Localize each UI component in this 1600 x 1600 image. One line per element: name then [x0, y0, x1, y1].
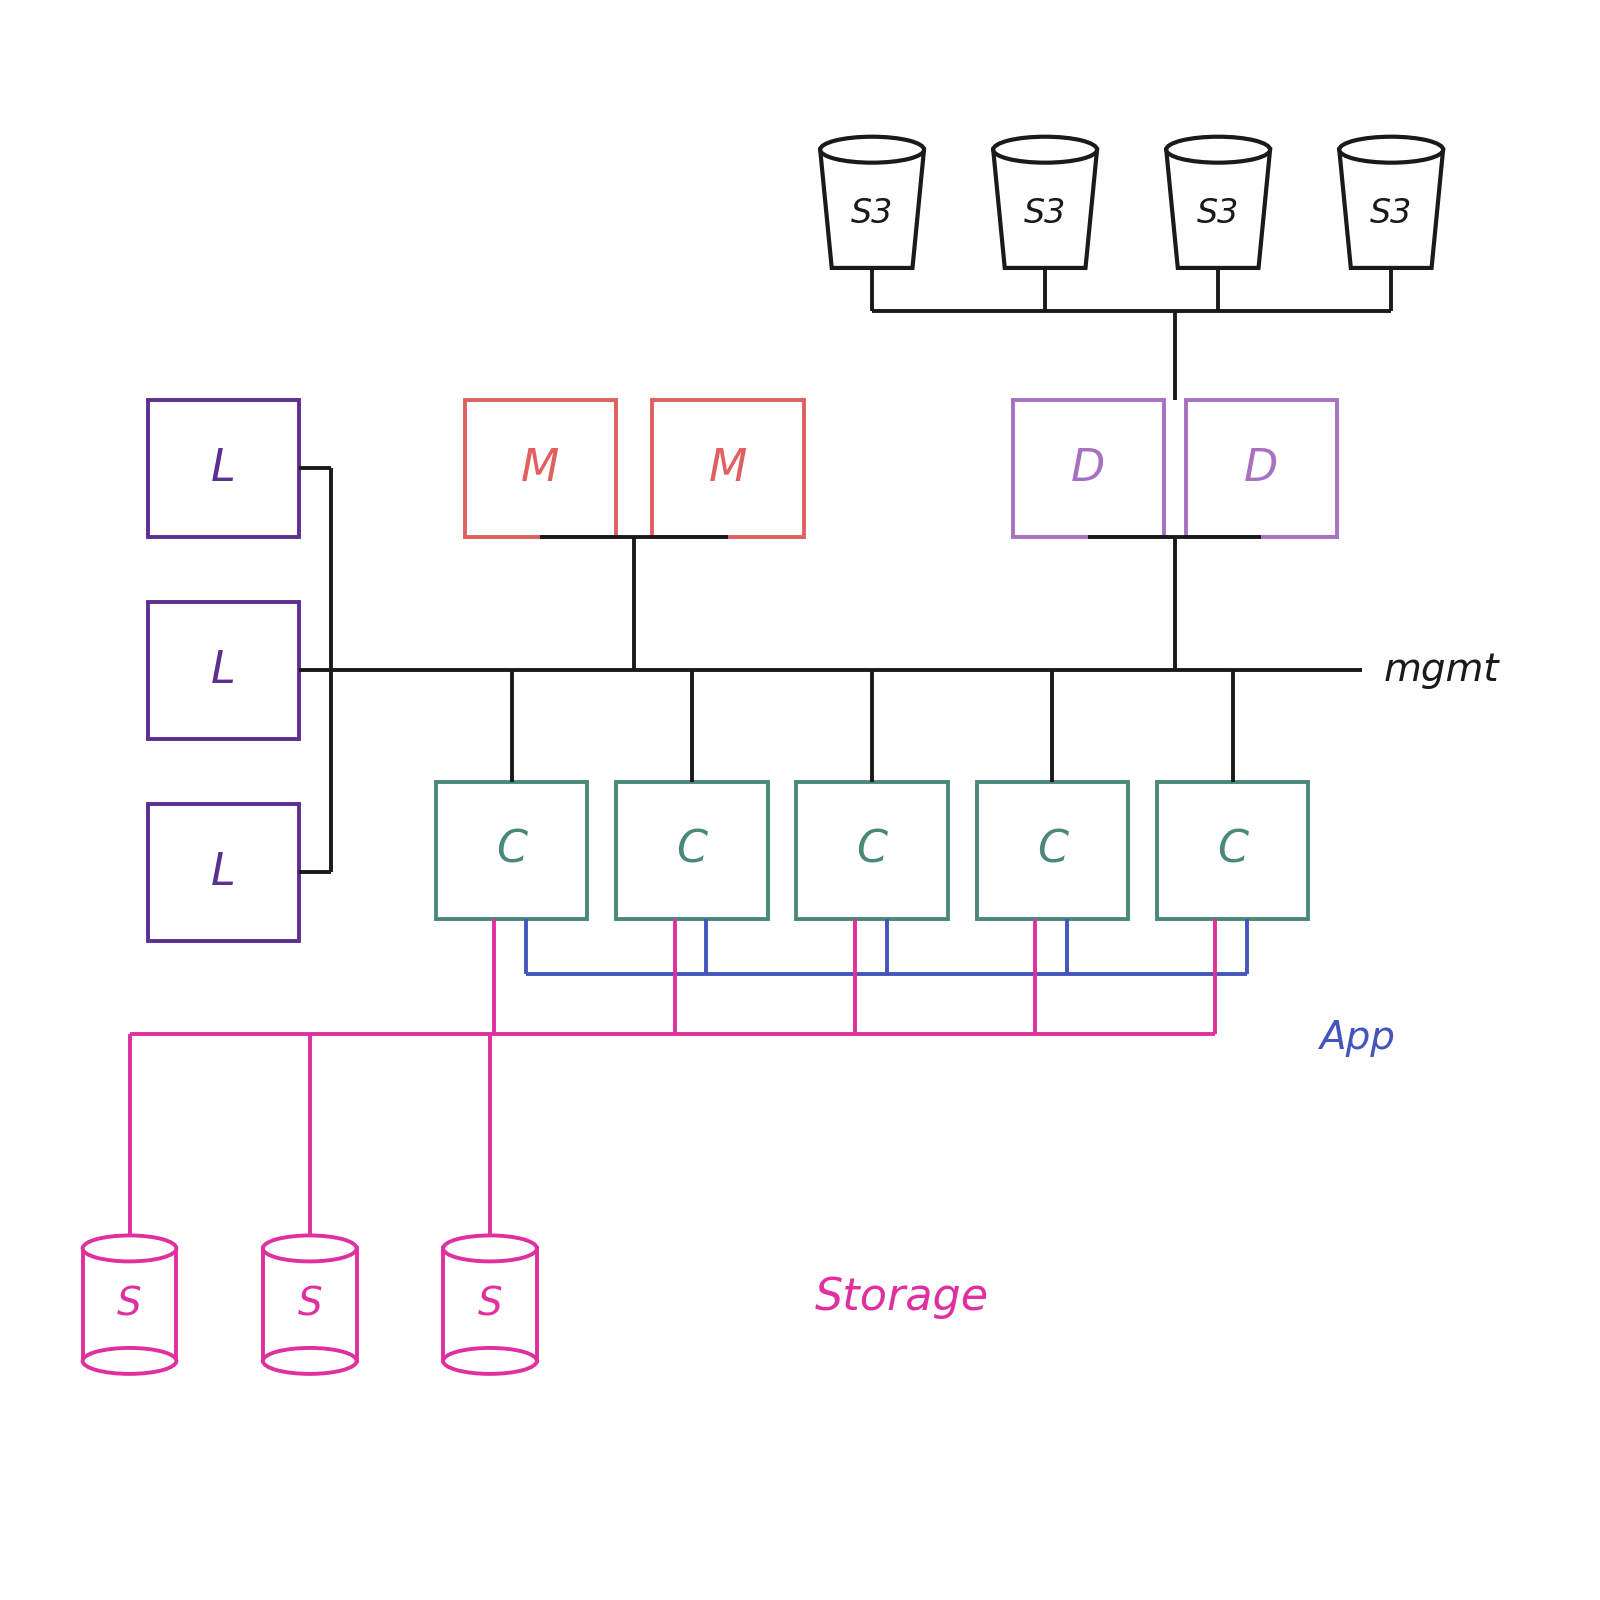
Text: S3: S3 — [1370, 197, 1413, 230]
FancyBboxPatch shape — [464, 400, 616, 538]
Text: mgmt: mgmt — [1384, 651, 1499, 690]
Ellipse shape — [262, 1235, 357, 1261]
Text: L: L — [211, 851, 235, 893]
Ellipse shape — [1339, 136, 1443, 163]
Text: M: M — [709, 446, 747, 490]
Ellipse shape — [262, 1347, 357, 1374]
Text: M: M — [522, 446, 560, 490]
FancyBboxPatch shape — [616, 782, 768, 918]
Text: C: C — [1037, 829, 1067, 872]
FancyBboxPatch shape — [147, 602, 299, 739]
Text: C: C — [856, 829, 888, 872]
FancyBboxPatch shape — [435, 782, 587, 918]
Text: S3: S3 — [1024, 197, 1066, 230]
Ellipse shape — [83, 1235, 176, 1261]
FancyBboxPatch shape — [797, 782, 947, 918]
Text: S3: S3 — [1197, 197, 1240, 230]
Polygon shape — [1339, 150, 1443, 267]
Text: D: D — [1245, 446, 1278, 490]
Text: L: L — [211, 446, 235, 490]
Text: C: C — [496, 829, 526, 872]
Bar — [443, 1248, 538, 1362]
FancyBboxPatch shape — [147, 803, 299, 941]
FancyBboxPatch shape — [1013, 400, 1165, 538]
FancyBboxPatch shape — [147, 400, 299, 538]
Text: L: L — [211, 648, 235, 691]
Polygon shape — [1166, 150, 1270, 267]
Ellipse shape — [821, 136, 925, 163]
Text: S: S — [478, 1286, 502, 1323]
Text: C: C — [1218, 829, 1248, 872]
FancyBboxPatch shape — [1186, 400, 1338, 538]
Ellipse shape — [443, 1347, 538, 1374]
FancyBboxPatch shape — [976, 782, 1128, 918]
Text: App: App — [1318, 1019, 1395, 1058]
FancyBboxPatch shape — [653, 400, 803, 538]
FancyBboxPatch shape — [1157, 782, 1309, 918]
Bar — [262, 1248, 357, 1362]
Text: D: D — [1072, 446, 1106, 490]
Bar — [83, 1248, 176, 1362]
Polygon shape — [994, 150, 1098, 267]
Ellipse shape — [994, 136, 1098, 163]
Polygon shape — [821, 150, 925, 267]
Text: S3: S3 — [851, 197, 893, 230]
Text: S: S — [117, 1286, 142, 1323]
Ellipse shape — [1166, 136, 1270, 163]
Text: Storage: Storage — [814, 1275, 989, 1318]
Ellipse shape — [443, 1235, 538, 1261]
Text: C: C — [677, 829, 707, 872]
Ellipse shape — [83, 1347, 176, 1374]
Text: S: S — [298, 1286, 322, 1323]
